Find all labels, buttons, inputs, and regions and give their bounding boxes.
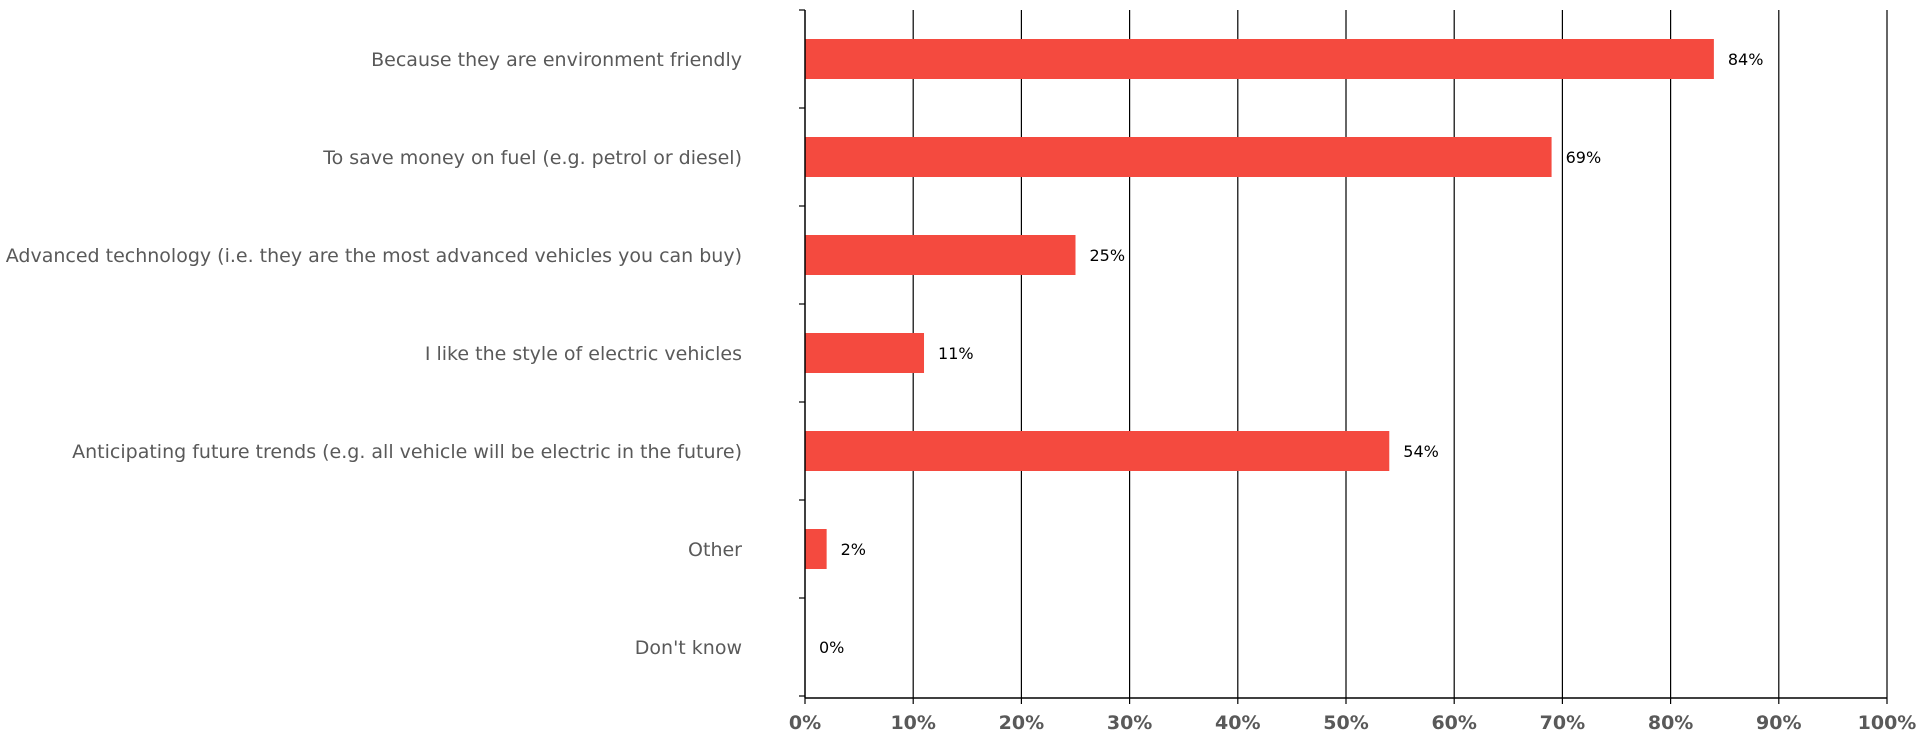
data-label-2: 25% — [1090, 246, 1126, 265]
data-label-5: 2% — [841, 540, 866, 559]
bar-1 — [805, 137, 1552, 177]
x-tick-label-60: 60% — [1431, 712, 1476, 731]
value-labels: 84% 69% 25% 11% 54% 2% 0% — [819, 50, 1763, 657]
data-label-1: 69% — [1566, 148, 1602, 167]
x-tick-labels: 0% 10% 20% 30% 40% 50% 60% 70% 80% 90% 100% — [789, 712, 1916, 731]
bar-2 — [805, 235, 1076, 275]
data-label-4: 54% — [1403, 442, 1439, 461]
data-label-6: 0% — [819, 638, 844, 657]
x-tick-label-0: 0% — [789, 712, 821, 731]
data-label-3: 11% — [938, 344, 974, 363]
bar-0 — [805, 39, 1714, 79]
category-label-1: To save money on fuel (e.g. petrol or di… — [322, 147, 742, 169]
x-tick-label-40: 40% — [1215, 712, 1260, 731]
x-tick-label-20: 20% — [999, 712, 1044, 731]
bar-5 — [805, 529, 827, 569]
x-tick-label-90: 90% — [1756, 712, 1801, 731]
category-label-6: Don't know — [635, 637, 742, 659]
x-tick-label-30: 30% — [1107, 712, 1152, 731]
axes — [799, 9, 1888, 704]
bar-3 — [805, 333, 925, 373]
x-tick-label-70: 70% — [1540, 712, 1585, 731]
x-tick-label-80: 80% — [1648, 712, 1693, 731]
bars — [805, 39, 1714, 569]
x-tick-label-100: 100% — [1858, 712, 1917, 731]
category-labels: Because they are environment friendly To … — [6, 49, 742, 659]
category-label-4: Anticipating future trends (e.g. all veh… — [72, 441, 742, 463]
x-tick-label-50: 50% — [1323, 712, 1368, 731]
bar-4 — [805, 431, 1390, 471]
x-tick-label-10: 10% — [890, 712, 935, 731]
category-label-0: Because they are environment friendly — [371, 49, 742, 71]
category-label-2: Advanced technology (i.e. they are the m… — [6, 245, 742, 267]
grid-lines — [912, 10, 1888, 698]
data-label-0: 84% — [1728, 50, 1764, 69]
category-label-3: I like the style of electric vehicles — [425, 343, 742, 365]
category-label-5: Other — [688, 539, 742, 561]
